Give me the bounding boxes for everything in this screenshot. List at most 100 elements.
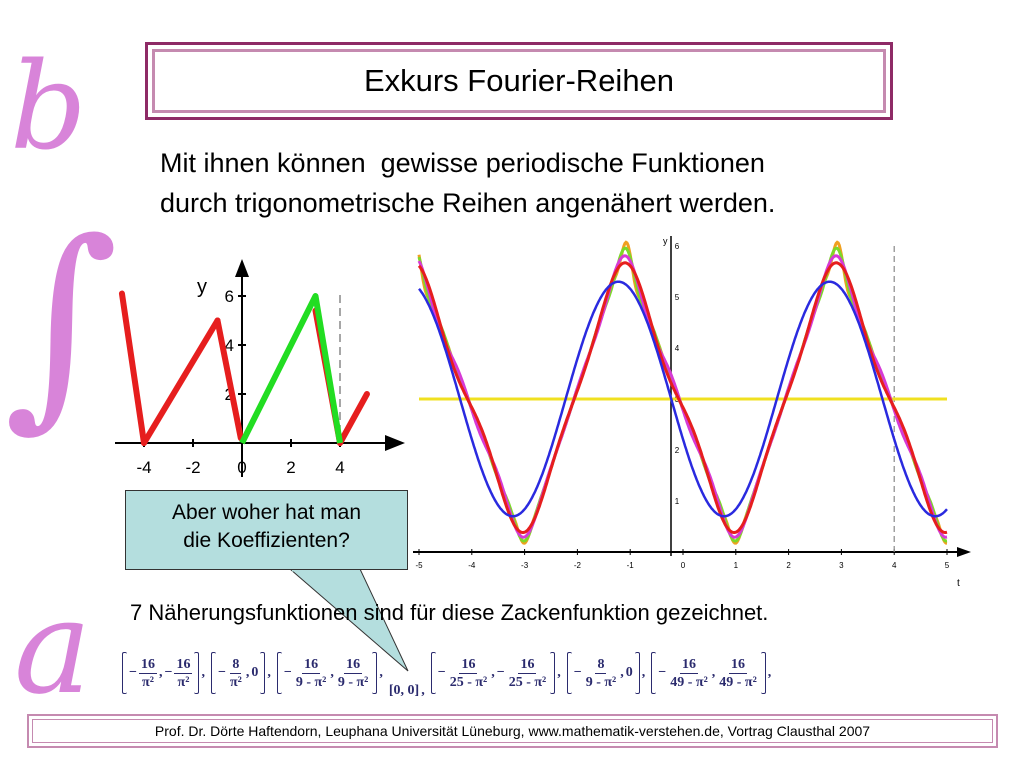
separator: , bbox=[330, 665, 334, 680]
callout-bubble: Aber woher hat man die Koeffizienten? bbox=[125, 490, 408, 570]
sawtooth-chart: -4-2024246y bbox=[115, 259, 405, 477]
slide-title: Exkurs Fourier-Reihen bbox=[363, 63, 675, 98]
sawtooth-red-segment bbox=[337, 391, 370, 446]
fourier-approximation-chart: yt-5-4-3-2-1012345123456 bbox=[413, 236, 971, 589]
x-tick-label: 4 bbox=[892, 561, 897, 570]
footer-frame: Prof. Dr. Dörte Haftendorn, Leuphana Uni… bbox=[27, 714, 998, 748]
bracket-right bbox=[372, 652, 378, 694]
fraction: 16 π² bbox=[138, 656, 157, 691]
x-tick-label: 3 bbox=[839, 561, 844, 570]
fraction: 16 49 - π² bbox=[717, 656, 759, 691]
intro-text: Mit ihnen können gewisse periodische Fun… bbox=[160, 143, 960, 223]
x-tick-label: 2 bbox=[286, 458, 295, 477]
bracket-right bbox=[634, 652, 640, 694]
fraction: 16 49 - π² bbox=[668, 656, 710, 691]
x-axis-label: t bbox=[957, 578, 960, 589]
x-axis-arrow bbox=[957, 547, 971, 557]
sawtooth-red-segment bbox=[118, 290, 147, 446]
title-frame: Exkurs Fourier-Reihen bbox=[145, 42, 893, 120]
fraction: 8 π² bbox=[228, 656, 244, 691]
y-axis-arrow bbox=[235, 259, 249, 277]
coefficient-value: −16 49 - π² bbox=[658, 656, 710, 691]
sawtooth-red-segment bbox=[141, 317, 221, 446]
separator: , bbox=[767, 665, 772, 680]
x-tick-label: -4 bbox=[136, 458, 151, 477]
x-tick-label: 2 bbox=[786, 561, 791, 570]
separator: , bbox=[557, 665, 561, 680]
fourier-partial-sum-line bbox=[417, 254, 948, 539]
intro-line-1: Mit ihnen können gewisse periodische Fun… bbox=[160, 148, 765, 178]
minus-sign: − bbox=[129, 665, 137, 680]
fraction-numerator: 16 bbox=[138, 656, 157, 674]
fraction-denominator: 9 - π² bbox=[585, 674, 617, 690]
minus-sign: − bbox=[658, 665, 667, 680]
minus-sign: − bbox=[573, 665, 582, 680]
bracket-left bbox=[566, 652, 572, 694]
coefficient-value: −16 π² bbox=[164, 656, 193, 691]
separator: , bbox=[641, 665, 646, 680]
bracket-right bbox=[760, 652, 766, 694]
y-tick-label: 2 bbox=[675, 446, 680, 455]
coefficient-pair: −8 9 - π², 0, bbox=[566, 652, 646, 694]
separator: , bbox=[421, 683, 425, 698]
x-tick-label: 0 bbox=[237, 458, 246, 477]
minus-sign: − bbox=[283, 665, 292, 680]
coefficient-pair: −16 49 - π², 16 49 - π², bbox=[651, 652, 771, 694]
fraction-numerator: 16 bbox=[302, 656, 321, 674]
x-tick-label: -3 bbox=[521, 561, 529, 570]
minus-sign: − bbox=[217, 665, 226, 680]
fourier-partial-sum-line bbox=[417, 246, 948, 543]
coefficient-pair: −16 9 - π², 16 9 - π², bbox=[276, 652, 383, 694]
fraction-denominator: 9 - π² bbox=[295, 674, 327, 690]
sawtooth-red-segment bbox=[214, 317, 244, 442]
x-tick-label: -5 bbox=[415, 561, 423, 570]
y-axis-label: y bbox=[197, 276, 207, 298]
x-tick-label: 1 bbox=[734, 561, 739, 570]
fraction-denominator: π² bbox=[177, 674, 190, 690]
coefficient-value: 16 9 - π² bbox=[336, 656, 371, 691]
coefficient-value: −16 25 - π² bbox=[497, 656, 549, 691]
fraction-denominator: π² bbox=[229, 674, 242, 690]
fourier-partial-sum-line bbox=[417, 240, 948, 545]
separator: , bbox=[201, 665, 205, 680]
x-tick-label: -2 bbox=[185, 458, 200, 477]
coefficient-zero: 0 bbox=[251, 665, 259, 680]
minus-sign: − bbox=[437, 665, 446, 680]
separator: , bbox=[245, 665, 250, 680]
caption-text: 7 Näherungsfunktionen sind für diese Zac… bbox=[130, 600, 769, 625]
coefficient-value: −16 9 - π² bbox=[284, 656, 329, 691]
bracket-left bbox=[430, 652, 436, 694]
decor-integral-sign: ∫ bbox=[4, 194, 119, 450]
separator: , bbox=[379, 665, 383, 680]
fraction-numerator: 16 bbox=[680, 656, 698, 674]
coefficient-pair: [0, 0], bbox=[389, 683, 425, 699]
coefficient-value: 0 bbox=[626, 665, 633, 681]
coefficient-value: −16 π² bbox=[129, 656, 157, 691]
decor-letter-a: a bbox=[14, 571, 92, 723]
coefficient-zero: 0 bbox=[625, 665, 633, 680]
fraction-denominator: 9 - π² bbox=[337, 674, 369, 690]
fraction: 16 π² bbox=[174, 656, 193, 691]
fraction-numerator: 8 bbox=[230, 656, 242, 674]
separator: , bbox=[711, 665, 716, 680]
coefficient-pair-text: [0, 0] bbox=[388, 683, 420, 698]
fraction-numerator: 16 bbox=[344, 656, 363, 674]
x-tick-label: -4 bbox=[468, 561, 476, 570]
x-tick-label: 0 bbox=[681, 561, 686, 570]
y-tick-label: 5 bbox=[675, 293, 680, 302]
fraction-denominator: π² bbox=[142, 674, 154, 690]
separator: , bbox=[158, 665, 163, 680]
fourier-partial-sum-line bbox=[417, 261, 948, 534]
x-axis-arrow bbox=[385, 435, 405, 451]
fraction-denominator: 25 - π² bbox=[508, 674, 547, 690]
fraction-numerator: 16 bbox=[729, 656, 748, 674]
fraction-denominator: 25 - π² bbox=[449, 674, 488, 690]
bracket-right bbox=[194, 652, 200, 694]
fraction-denominator: 49 - π² bbox=[670, 674, 708, 690]
coefficient-value: 16 49 - π² bbox=[717, 656, 759, 691]
y-tick-label: 6 bbox=[675, 242, 680, 251]
coefficient-value: 0 bbox=[251, 665, 258, 681]
coefficient-pair: −16 π², −16 π², bbox=[122, 652, 205, 694]
minus-sign: − bbox=[164, 665, 173, 680]
bracket-left bbox=[122, 652, 127, 694]
